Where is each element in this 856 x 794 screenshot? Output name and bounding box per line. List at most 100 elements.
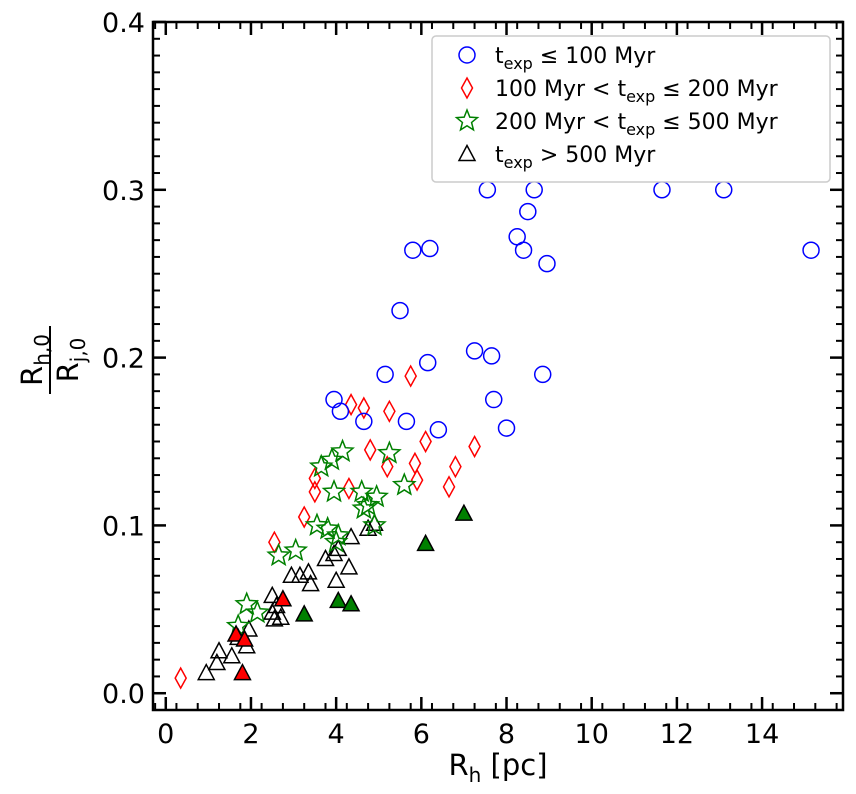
x-tick-label: 0 [157,719,174,750]
diamond-point [404,364,418,388]
diamond-point [357,396,371,420]
circle-point [355,412,373,431]
triangle-point [263,585,282,604]
legend: texp ≤ 100 Myr 100 Myr < texp ≤ 200 Myr 20… [431,35,831,183]
star-point [315,515,341,540]
star-point [244,599,270,624]
filled-triangle-point [294,604,314,622]
triangle-point [196,662,216,681]
x-tick-label: 2 [242,719,259,750]
circle-point [482,347,501,365]
circle-point [653,181,671,199]
diamond-point [468,434,481,459]
legend-label: 200 Myr < texp ≤ 500 Myr [495,110,779,139]
diamond-point [410,468,424,492]
star-point [330,438,355,463]
y-axis-label-numerator: Rh,0 [15,334,54,386]
star-point [304,512,330,536]
circle-point [533,365,552,384]
star-point [349,478,375,503]
triangle-point [265,609,284,627]
diamond-point [308,480,322,504]
diamond-point [344,393,358,417]
y-tick-label: 0.4 [102,8,145,39]
diamond-point [174,666,188,690]
y-tick-label: 0.1 [102,511,145,542]
star-point [325,522,351,547]
star-point [283,537,309,562]
x-tick-label: 12 [660,719,694,750]
legend-label: texp ≤ 100 Myr [495,44,656,73]
star-point [391,472,417,496]
triangle-point [301,574,320,592]
diamond-point [408,451,422,475]
circle-point [429,421,448,439]
x-tick-label: 14 [745,719,779,750]
circle-point [484,390,503,409]
star-point [323,529,349,553]
y-tick-label: 0.2 [102,344,145,375]
circle-point [714,181,733,199]
star-point [321,478,347,503]
star-point [234,591,260,615]
triangle-point [222,646,242,664]
legend-label: texp > 500 Myr [495,143,656,172]
star-point [308,453,334,478]
legend-marker-circle [458,46,476,64]
plot-area [151,20,845,712]
diamond-point [342,476,356,501]
y-axis-label: Rh,0 Rj,0 [15,326,90,394]
triangle-point [282,565,301,584]
star-point [376,440,402,464]
diamond-point [268,530,281,554]
triangle-point [339,557,359,575]
filled-triangle-point [273,589,293,607]
filled-triangle-point [235,629,254,647]
y-axis-label-denominator: Rj,0 [51,338,90,383]
circle-point [465,342,484,360]
triangle-point [326,570,346,589]
circle-point [538,254,556,273]
diamond-point [442,475,456,499]
filled-triangle-point [341,594,361,612]
triangle-point [290,565,310,584]
star-point [364,483,390,508]
y-tick-label: 0.0 [102,679,145,710]
circle-point [404,241,422,259]
legend-label: 100 Myr < texp ≤ 200 Myr [495,77,779,106]
x-tick-label: 4 [328,719,345,750]
triangle-point [316,548,335,567]
x-axis-label: Rh [pc] [448,748,547,787]
circle-point [391,301,409,320]
triangle-point [341,527,361,545]
triangle-point [324,543,344,562]
triangle-point [358,518,378,537]
data-points [174,181,820,690]
diamond-point [297,505,311,529]
diamond-point [308,466,322,490]
star-point [362,512,387,536]
triangle-point [209,641,229,659]
legend-marker-triangle [457,143,477,162]
filled-triangle-point [233,662,252,681]
axis-ticks [153,20,843,710]
circle-point [519,202,537,221]
circle-point [514,241,533,259]
filled-triangle-point [226,624,246,642]
diamond-point [380,455,394,479]
triangle-point [207,652,227,671]
legend-marker-diamond [460,76,474,100]
diamond-point [449,455,462,479]
legend-marker-star [454,107,480,132]
tick-labels: 0 2 4 6 8 10 12 14 0.0 0.1 0.2 0.3 0.4 [102,8,779,750]
triangle-point [271,607,291,625]
x-tick-label: 8 [498,719,515,750]
star-point [319,446,345,471]
circle-point [421,239,439,258]
circle-point [397,412,416,431]
circle-point [525,181,543,199]
legend-box [431,35,831,183]
diamond-point [419,429,432,454]
circle-point [478,181,497,199]
